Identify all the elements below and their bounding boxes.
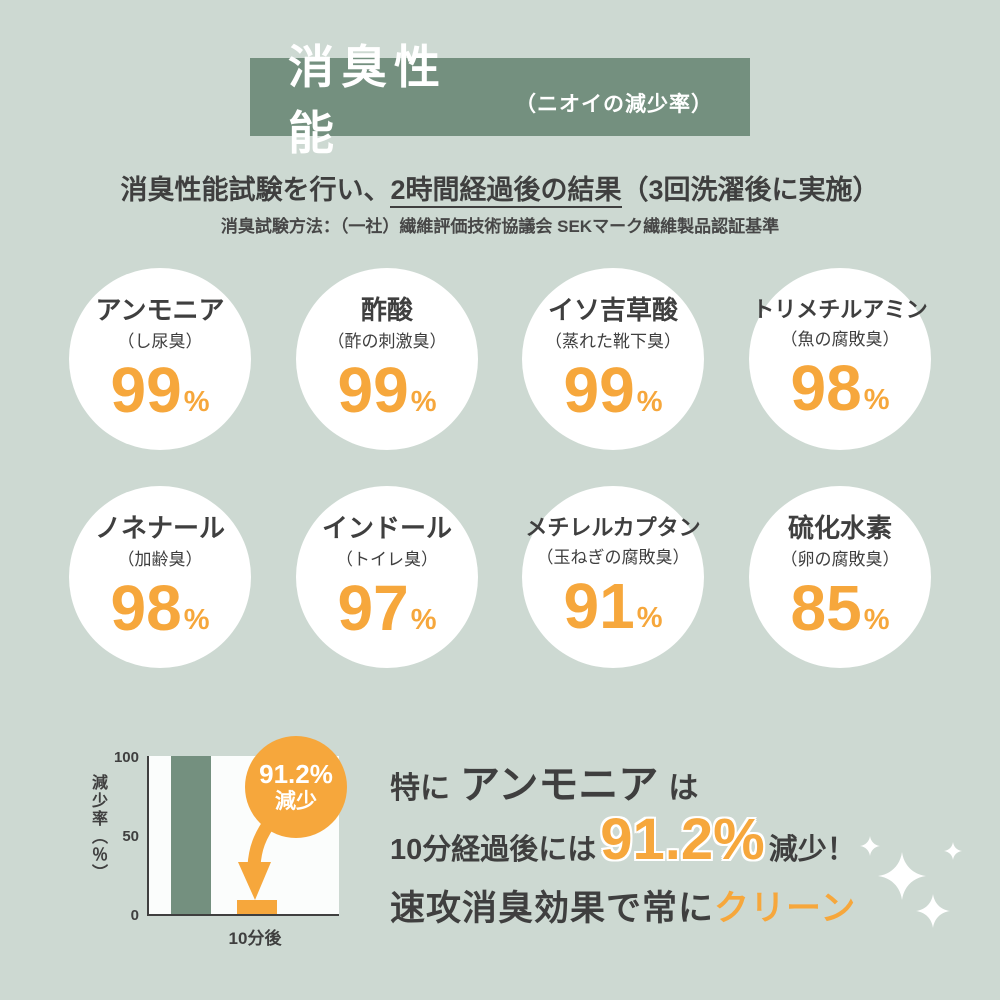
y-tick-100: 100 xyxy=(113,749,139,766)
odor-percent: 99 xyxy=(563,354,635,427)
odor-name: ノネナール xyxy=(94,512,225,543)
y-axis-label: 減少率（％） xyxy=(89,774,106,882)
odor-source: （玉ねぎの腐敗臭） xyxy=(536,548,690,568)
callout-line3-highlight: クリーン xyxy=(714,889,857,928)
odor-name: インドール xyxy=(321,512,452,543)
odor-circle: アンモニア （し尿臭） 99% xyxy=(69,268,251,450)
odor-source: （加齢臭） xyxy=(117,550,203,570)
page-title: 消臭性能 xyxy=(288,41,447,159)
intro-heading: 消臭性能試験を行い、2時間経過後の結果（3回洗濯後に実施） xyxy=(0,168,1000,208)
odor-value: 91% xyxy=(564,574,663,638)
callout-line1-prefix: 特に xyxy=(390,772,450,805)
bar-after-10min xyxy=(237,900,277,914)
sparkle-icon xyxy=(860,836,880,856)
odor-percent: 98 xyxy=(110,572,182,645)
callout-line1-highlight: アンモニア xyxy=(460,763,659,807)
odor-circle: 硫化水素 （卵の腐敗臭） 85% xyxy=(749,486,931,668)
odor-source: （し尿臭） xyxy=(117,332,203,352)
odor-circle: イソ吉草酸 （蒸れた靴下臭） 99% xyxy=(522,268,704,450)
reduction-badge: 91.2% 減少 xyxy=(245,736,347,838)
odor-circle: 酢酸 （酢の刺激臭） 99% xyxy=(296,268,478,450)
intro-suffix: （3回洗濯後に実施） xyxy=(621,175,880,205)
sparkle-icon xyxy=(944,842,962,860)
y-tick-0: 0 xyxy=(130,907,139,924)
bar-initial xyxy=(171,756,211,914)
odor-value: 97% xyxy=(338,576,437,640)
odor-value: 99% xyxy=(338,358,437,422)
intro-prefix: 消臭性能試験を行い、 xyxy=(120,175,391,205)
odor-circle: メチレルカプタン （玉ねぎの腐敗臭） 91% xyxy=(522,486,704,668)
odor-circle: ノネナール （加齢臭） 98% xyxy=(69,486,251,668)
percent-sign: % xyxy=(183,604,210,637)
percent-sign: % xyxy=(410,604,437,637)
odor-source: （トイレ臭） xyxy=(336,550,438,570)
odor-name: トリメチルアミン xyxy=(752,296,928,322)
odor-percent: 85 xyxy=(790,572,862,645)
odor-percent: 97 xyxy=(337,572,409,645)
odor-source: （酢の刺激臭） xyxy=(327,332,447,352)
odor-value: 99% xyxy=(111,358,210,422)
test-method-note: 消臭試験方法：（一社）繊維評価技術協議会 SEKマーク繊維製品認証基準 xyxy=(220,217,780,236)
callout-line1-suffix: は xyxy=(668,772,699,805)
y-tick-50: 50 xyxy=(122,828,139,845)
odor-value: 85% xyxy=(791,576,890,640)
callout-line2-prefix: 10分経過後には xyxy=(390,834,597,866)
odor-percent: 91 xyxy=(563,570,635,643)
badge-label: 減少 xyxy=(275,789,317,813)
percent-sign: % xyxy=(636,386,663,419)
odor-circle: トリメチルアミン （魚の腐敗臭） 98% xyxy=(749,268,931,450)
percent-sign: % xyxy=(636,602,663,635)
odor-name: イソ吉草酸 xyxy=(547,294,678,325)
header-banner: 消臭性能 （ニオイの減少率） xyxy=(250,41,750,159)
percent-sign: % xyxy=(863,604,890,637)
percent-sign: % xyxy=(183,386,210,419)
odor-percent: 99 xyxy=(337,354,409,427)
sparkle-icon xyxy=(916,894,950,928)
odor-source: （卵の腐敗臭） xyxy=(780,550,900,570)
odor-percent: 99 xyxy=(110,354,182,427)
odor-name: 硫化水素 xyxy=(787,512,892,543)
callout-line2-suffix: 減少！ xyxy=(768,834,856,866)
odor-name: 酢酸 xyxy=(360,294,413,325)
callout-line2-value: 91.2% xyxy=(600,807,765,872)
badge-value: 91.2% xyxy=(259,758,333,789)
odor-circle: インドール （トイレ臭） 97% xyxy=(296,486,478,668)
callout-line3-prefix: 速攻消臭効果で常に xyxy=(390,889,715,928)
odor-value: 99% xyxy=(564,358,663,422)
sparkle-icon xyxy=(878,852,926,900)
callout-line2: 10分経過後には91.2% 減少！ xyxy=(390,806,856,873)
intro-underlined-text: 2時間経過後の結果 xyxy=(390,175,622,208)
odor-name: メチレルカプタン xyxy=(525,514,701,540)
odor-percent: 98 xyxy=(790,352,862,425)
odor-value: 98% xyxy=(111,576,210,640)
callout-line3: 速攻消臭効果で常にクリーン xyxy=(390,880,856,931)
odor-source: （蒸れた靴下臭） xyxy=(545,332,681,352)
callout-line1: 特に アンモニアは xyxy=(390,752,698,810)
percent-sign: % xyxy=(410,386,437,419)
reduction-bar-chart: 減少率（％） 100 50 0 10分後 xyxy=(85,748,355,953)
x-tick-label: 10分後 xyxy=(228,929,282,948)
odor-value: 98% xyxy=(791,356,890,420)
odor-source: （魚の腐敗臭） xyxy=(780,330,900,350)
percent-sign: % xyxy=(863,384,890,417)
odor-name: アンモニア xyxy=(95,294,225,325)
page-subtitle: （ニオイの減少率） xyxy=(514,93,713,116)
